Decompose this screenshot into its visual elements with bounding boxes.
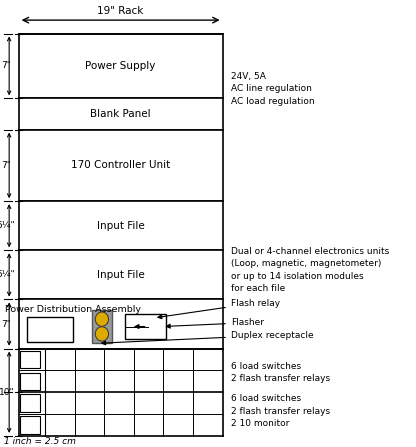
Text: 7": 7" xyxy=(1,161,11,170)
Bar xyxy=(19,98,223,130)
Bar xyxy=(19,34,223,98)
Text: 7": 7" xyxy=(1,61,11,71)
Text: 1 inch = 2.5 cm: 1 inch = 2.5 cm xyxy=(4,437,76,446)
Bar xyxy=(125,314,166,339)
Text: Power Distribution Assembly: Power Distribution Assembly xyxy=(5,305,141,314)
Text: 7": 7" xyxy=(1,320,11,329)
Bar xyxy=(92,310,112,343)
Text: 5¼": 5¼" xyxy=(0,221,15,230)
Text: 24V, 5A
AC line regulation
AC load regulation: 24V, 5A AC line regulation AC load regul… xyxy=(231,72,314,105)
Text: Power Supply: Power Supply xyxy=(85,61,156,71)
Text: Dual or 4-channel electronics units
(Loop, magnetic, magnetometer)
or up to 14 i: Dual or 4-channel electronics units (Loo… xyxy=(231,247,389,293)
Circle shape xyxy=(95,312,109,326)
Text: Blank Panel: Blank Panel xyxy=(90,109,151,119)
Text: Duplex receptacle: Duplex receptacle xyxy=(102,331,314,345)
Text: 10": 10" xyxy=(0,388,15,397)
Text: Input File: Input File xyxy=(97,221,144,231)
Text: Input File: Input File xyxy=(97,270,144,280)
Circle shape xyxy=(95,327,109,341)
Bar xyxy=(20,373,40,390)
Bar xyxy=(20,416,40,434)
Text: 5¼": 5¼" xyxy=(0,270,15,279)
Bar xyxy=(19,299,223,349)
Text: 6 load switches
2 flash transfer relays: 6 load switches 2 flash transfer relays xyxy=(231,362,330,383)
Text: Flash relay: Flash relay xyxy=(158,299,280,319)
Bar xyxy=(20,394,40,412)
Text: 6 load switches
2 flash transfer relays
2 10 monitor: 6 load switches 2 flash transfer relays … xyxy=(231,394,330,428)
Bar xyxy=(20,351,40,368)
Bar xyxy=(19,201,223,250)
Bar xyxy=(27,317,73,342)
Text: 170 Controller Unit: 170 Controller Unit xyxy=(71,160,170,170)
Bar xyxy=(19,250,223,299)
Bar xyxy=(19,130,223,201)
Text: Flasher: Flasher xyxy=(166,318,264,328)
Text: 19" Rack: 19" Rack xyxy=(97,6,144,16)
